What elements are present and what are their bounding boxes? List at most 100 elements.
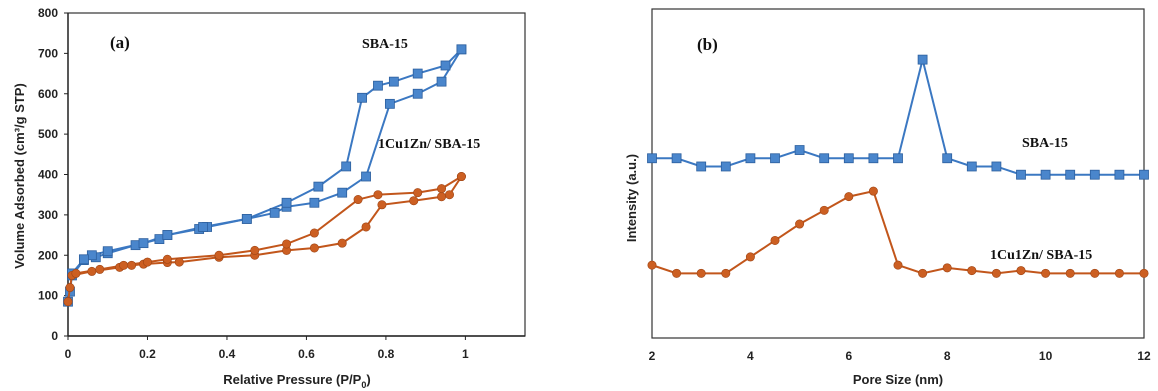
panel-b-cuzn-point xyxy=(1090,268,1100,278)
panel-a-cuzn-point xyxy=(282,239,292,249)
panel-b-cuzn-point xyxy=(868,186,878,196)
panel-b-sba15-point xyxy=(647,153,657,164)
panel-b-sba15-point xyxy=(843,153,854,164)
panel-b-cuzn-point xyxy=(844,192,854,202)
panel-a-sba15-point xyxy=(412,88,423,99)
panel-a-label: (a) xyxy=(110,33,130,52)
panel-b-sba15-point xyxy=(942,153,953,164)
panel-a-cuzn-point xyxy=(87,266,97,276)
panel-a-x-ticks: 0 0.2 0.4 0.6 0.8 1 xyxy=(65,336,469,361)
panel-a-sba15-annotation: SBA-15 xyxy=(362,37,408,52)
panel-a-y-tick-label: 800 xyxy=(38,6,58,20)
panel-a-sba15-point xyxy=(436,76,447,87)
panel-b-sba15-point xyxy=(720,161,731,172)
panel-a-cuzn-line-adsorption xyxy=(67,175,463,302)
panel-b-y-axis-title: Intensity (a.u.) xyxy=(624,154,639,242)
panel-a-cuzn-point xyxy=(409,196,419,206)
panel-a-x-title-end: ) xyxy=(366,372,370,387)
panel-a-x-tick-label: 0.2 xyxy=(139,347,156,361)
panel-b-sba15-point xyxy=(745,153,756,164)
panel-a-sba15-point xyxy=(102,246,113,257)
panel-a-cuzn-point xyxy=(413,188,423,198)
panel-a-sba15-point xyxy=(162,230,173,240)
panel-a-frame xyxy=(67,12,526,337)
panel-a-cuzn-point xyxy=(119,260,129,270)
panel-a-sba15-point xyxy=(361,171,371,182)
panel-a-cuzn-point xyxy=(65,283,75,293)
panel-b-sba15-point xyxy=(819,153,830,164)
panel-b-x-tick-label: 2 xyxy=(649,349,656,363)
panel-b-x-tick-label: 8 xyxy=(944,349,951,363)
panel-a-cuzn-point xyxy=(309,243,319,253)
panel-a-cuzn-point xyxy=(444,190,454,200)
panel-b-x-tick-label: 10 xyxy=(1039,349,1053,363)
panel-a-cuzn-point xyxy=(71,268,81,278)
panel-a-x-tick-label: 1 xyxy=(462,347,469,361)
panel-a-sba15-line-desorption xyxy=(71,48,463,275)
panel-a-y-axis-title: Volume Adsorbed (cm³/g STP) xyxy=(12,83,27,269)
panel-b-cuzn-point xyxy=(991,268,1001,278)
panel-b-sba15-point xyxy=(917,54,928,65)
panel-a-sba15-point xyxy=(313,181,324,192)
panel-b-sba15-point xyxy=(966,161,977,172)
panel-a-cuzn-point xyxy=(174,257,184,267)
panel-a-cuzn-point xyxy=(373,190,383,200)
panel-b-cuzn-point xyxy=(745,252,755,262)
panel-a-x-tick-label: 0.8 xyxy=(378,347,395,361)
panel-a-sba15-point xyxy=(281,197,292,208)
panel-b-sba15-point xyxy=(1139,169,1149,180)
panel-a-sba15-point xyxy=(357,92,367,103)
panel-b-cuzn-point xyxy=(893,260,903,270)
panel-a-y-ticks: 0 100 200 300 400 500 600 700 800 xyxy=(38,6,68,343)
panel-a-cuzn-point xyxy=(142,257,152,267)
panel-b-label: (b) xyxy=(697,35,718,54)
panel-a-cuzn-point xyxy=(456,172,466,182)
panel-b-sba15-point xyxy=(868,153,879,164)
panel-a-cuzn-line-desorption xyxy=(75,175,462,275)
panel-b-series xyxy=(647,54,1149,278)
panel-a-sba15-point xyxy=(440,60,451,71)
panel-b-x-tick-label: 4 xyxy=(747,349,754,363)
panel-a-y-tick-label: 200 xyxy=(38,248,58,262)
panel-a-y-tick-label: 700 xyxy=(38,46,58,60)
panel-a-x-title-main: Relative Pressure (P/P xyxy=(223,372,361,387)
panel-a-sba15-point xyxy=(412,68,423,79)
panel-b-sba15-point xyxy=(991,161,1002,172)
panel-b-sba15-point xyxy=(794,145,805,155)
panel-a-x-tick-label: 0.4 xyxy=(219,347,236,361)
panel-a-y-tick-label: 400 xyxy=(38,168,58,182)
panel-b-sba15-point xyxy=(1089,169,1100,180)
panel-a-x-axis-title: Relative Pressure (P/P0) xyxy=(223,372,370,390)
panel-b-cuzn-point xyxy=(721,268,731,278)
panel-a-sba15-point xyxy=(373,80,383,91)
panel-b-cuzn-annotation: 1Cu1Zn/ SBA-15 xyxy=(990,248,1092,263)
panel-a-y-tick-label: 600 xyxy=(38,87,58,101)
panel-b: 2 4 6 8 10 12 (b) SBA-15 1Cu1Zn/ SBA-15 Inten… xyxy=(624,8,1151,387)
panel-b-x-ticks: 2 4 6 8 10 12 xyxy=(649,349,1151,363)
panel-b-cuzn-point xyxy=(672,268,682,278)
panel-a-y-tick-label: 0 xyxy=(51,329,58,343)
panel-a-x-title-sub: 0 xyxy=(361,380,366,390)
panel-a-y-tick-label: 100 xyxy=(38,289,58,303)
panel-a-cuzn-point xyxy=(337,238,347,248)
panel-b-sba15-point xyxy=(1016,169,1026,180)
panel-a-cuzn-point xyxy=(309,228,319,238)
panel-a-sba15-point xyxy=(309,197,320,208)
panel-a-cuzn-point xyxy=(361,222,371,232)
panel-a-y-tick-label: 300 xyxy=(38,208,58,222)
panel-b-cuzn-point xyxy=(770,235,780,245)
panel-a-cuzn-point xyxy=(437,184,447,194)
panel-b-cuzn-point xyxy=(1139,268,1149,278)
panel-b-cuzn-point xyxy=(1114,268,1124,278)
panel-a-sba15-point xyxy=(269,207,280,218)
panel-b-cuzn-point xyxy=(1016,266,1026,276)
panel-b-cuzn-point xyxy=(918,268,928,278)
panel-b-sba15-point xyxy=(770,153,780,164)
panel-b-cuzn-point xyxy=(696,268,706,278)
panel-a-cuzn-point xyxy=(437,192,447,202)
panel-a-sba15-point xyxy=(388,76,399,87)
panel-b-cuzn-point xyxy=(942,263,952,273)
panel-a-y-tick-label: 500 xyxy=(38,127,58,141)
panel-a-sba15-point xyxy=(138,238,149,249)
